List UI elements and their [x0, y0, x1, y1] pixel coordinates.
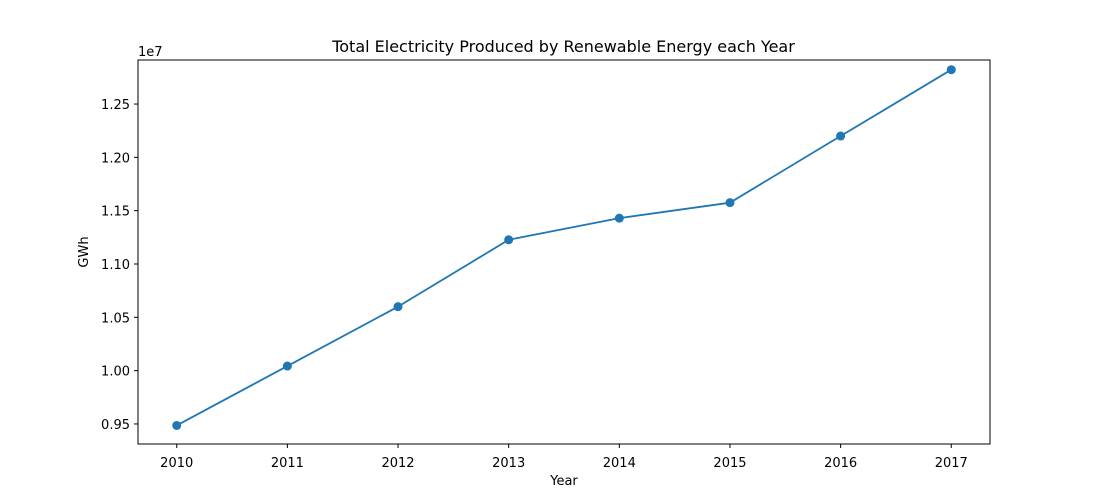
data-point-marker — [282, 361, 292, 371]
x-axis: 2010 2011 2012 2013 2014 2015 2016 2017 — [160, 444, 968, 471]
y-offset-label: 1e7 — [138, 45, 163, 60]
data-point-marker — [836, 131, 846, 141]
x-tick-label: 2014 — [603, 456, 636, 471]
plot-area-frame — [137, 59, 991, 445]
y-axis: 0.95 1.00 1.05 1.10 1.15 1.20 1.25 — [101, 98, 138, 433]
series-line — [176, 68, 952, 427]
x-tick-label: 2010 — [160, 456, 193, 471]
x-tick-label: 2015 — [713, 456, 746, 471]
x-tick-label: 2013 — [492, 456, 525, 471]
y-tick-label: 1.10 — [101, 258, 130, 273]
data-point-marker — [614, 213, 624, 223]
x-tick-label: 2017 — [935, 456, 968, 471]
y-tick-label: 0.95 — [101, 418, 130, 433]
y-tick-label: 1.00 — [101, 365, 130, 380]
data-point-marker — [725, 198, 735, 208]
data-point-marker — [946, 65, 956, 75]
x-tick-label: 2012 — [381, 456, 414, 471]
chart-title: Total Electricity Produced by Renewable … — [331, 37, 795, 56]
y-tick-label: 1.15 — [101, 205, 130, 220]
x-tick-label: 2016 — [824, 456, 857, 471]
y-axis-title: GWh — [77, 236, 92, 267]
data-point-marker — [172, 420, 182, 430]
x-tick-label: 2011 — [271, 456, 304, 471]
data-point-marker — [393, 302, 403, 312]
x-axis-title: Year — [549, 474, 578, 489]
data-point-marker — [504, 235, 514, 245]
series-layer — [172, 65, 956, 430]
y-tick-label: 1.05 — [101, 311, 130, 326]
y-tick-label: 1.25 — [101, 98, 130, 113]
y-tick-label: 1.20 — [101, 151, 130, 166]
